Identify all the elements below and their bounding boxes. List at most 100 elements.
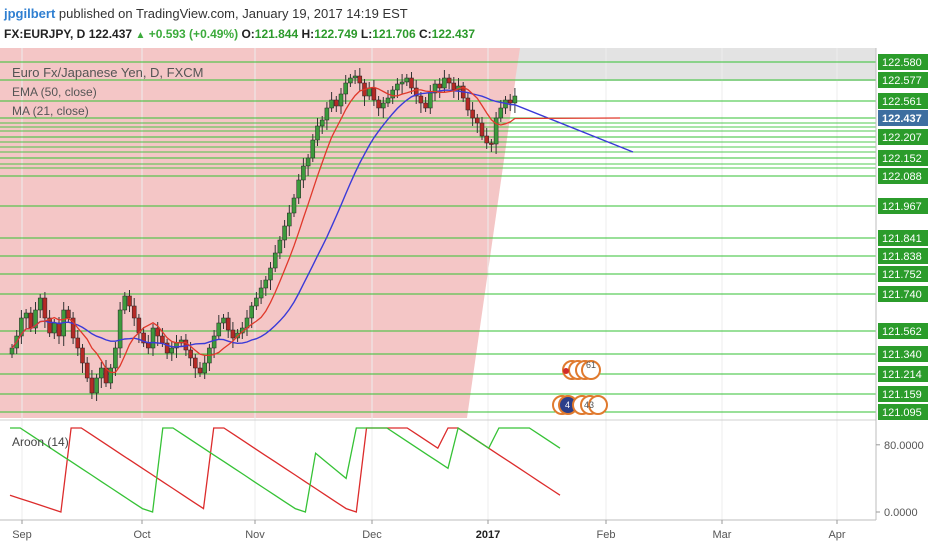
candle[interactable] xyxy=(479,117,485,140)
price-axis-label[interactable]: 121.095 xyxy=(878,404,928,420)
price-axis-label[interactable]: 121.340 xyxy=(878,346,928,362)
flag-event-icon[interactable]: 4 43 xyxy=(552,395,608,415)
author-link[interactable]: jpgilbert xyxy=(4,6,56,21)
candle[interactable] xyxy=(216,315,222,340)
candle[interactable] xyxy=(310,134,316,162)
candle[interactable] xyxy=(352,70,358,84)
candle[interactable] xyxy=(432,80,438,101)
symbol-name[interactable]: FX:EURJPY, D xyxy=(4,27,86,41)
candle[interactable] xyxy=(221,314,226,329)
candle[interactable] xyxy=(42,292,48,328)
candle[interactable] xyxy=(442,70,447,92)
candle[interactable] xyxy=(475,114,480,133)
candle[interactable] xyxy=(197,362,203,377)
candle[interactable] xyxy=(489,139,494,152)
candle[interactable] xyxy=(329,92,334,112)
candle[interactable] xyxy=(150,324,156,356)
candle[interactable] xyxy=(470,102,475,126)
candle[interactable] xyxy=(23,309,29,328)
candle[interactable] xyxy=(465,92,471,116)
price-axis-label[interactable]: 122.580 xyxy=(878,54,928,70)
price-axis-label[interactable]: 122.088 xyxy=(878,168,928,184)
price-axis-label[interactable]: 121.967 xyxy=(878,198,928,214)
price-axis-label[interactable]: 122.207 xyxy=(878,129,928,145)
candle[interactable] xyxy=(70,312,76,344)
candle[interactable] xyxy=(423,97,428,112)
candle[interactable] xyxy=(282,220,287,248)
candle[interactable] xyxy=(19,310,24,344)
dividend-event-icon[interactable]: 61 xyxy=(562,360,601,380)
candle[interactable] xyxy=(131,298,137,326)
candle[interactable] xyxy=(315,118,320,146)
ema-legend[interactable]: EMA (50, close) xyxy=(12,85,97,99)
candle[interactable] xyxy=(418,92,424,113)
candle[interactable] xyxy=(230,322,236,348)
candle[interactable] xyxy=(75,330,81,356)
aroon-up-line[interactable] xyxy=(10,426,561,513)
candle[interactable] xyxy=(507,94,513,111)
candle[interactable] xyxy=(211,330,217,358)
candle[interactable] xyxy=(371,80,377,106)
candle[interactable] xyxy=(122,292,128,314)
candle[interactable] xyxy=(404,74,410,86)
candle[interactable] xyxy=(451,77,457,98)
candle[interactable] xyxy=(512,88,518,113)
candle[interactable] xyxy=(399,74,405,94)
price-axis-label[interactable]: 121.740 xyxy=(878,286,928,302)
candle[interactable] xyxy=(493,112,499,154)
candle[interactable] xyxy=(141,327,146,347)
price-axis-label[interactable]: 122.577 xyxy=(878,72,928,88)
candle[interactable] xyxy=(446,74,452,89)
candle[interactable] xyxy=(94,374,99,401)
candle[interactable] xyxy=(193,354,198,378)
price-axis-label[interactable]: 121.838 xyxy=(878,248,928,264)
candle[interactable] xyxy=(225,312,231,338)
candle[interactable] xyxy=(301,158,306,188)
candle[interactable] xyxy=(272,245,278,272)
price-axis-label[interactable]: 121.752 xyxy=(878,266,928,282)
candle[interactable] xyxy=(89,370,95,399)
candle[interactable] xyxy=(80,344,85,373)
candle[interactable] xyxy=(305,154,311,176)
candle[interactable] xyxy=(338,88,344,114)
candle[interactable] xyxy=(334,96,339,112)
candle[interactable] xyxy=(37,294,43,318)
price-axis-label[interactable]: 122.152 xyxy=(878,150,928,166)
candle[interactable] xyxy=(277,236,283,259)
price-axis-label[interactable]: 121.159 xyxy=(878,386,928,402)
candle[interactable] xyxy=(376,96,381,116)
candle[interactable] xyxy=(263,276,269,296)
candle[interactable] xyxy=(296,174,301,204)
candle[interactable] xyxy=(291,194,297,217)
candle[interactable] xyxy=(127,290,132,312)
candle[interactable] xyxy=(47,310,52,337)
candle[interactable] xyxy=(319,116,325,134)
instrument-legend[interactable]: Euro Fx/Japanese Yen, D, FXCM xyxy=(12,65,203,80)
candle[interactable] xyxy=(113,342,118,376)
candle[interactable] xyxy=(99,362,104,388)
ma-line[interactable] xyxy=(11,86,621,374)
price-axis-label[interactable]: 121.562 xyxy=(878,323,928,339)
candle[interactable] xyxy=(357,68,363,91)
candle[interactable] xyxy=(287,205,292,236)
candle[interactable] xyxy=(202,355,207,379)
candle[interactable] xyxy=(381,97,386,118)
candle[interactable] xyxy=(484,128,489,149)
candle[interactable] xyxy=(324,102,330,130)
candle[interactable] xyxy=(84,357,90,382)
candle[interactable] xyxy=(117,302,123,358)
candle[interactable] xyxy=(437,78,442,98)
ma-legend[interactable]: MA (21, close) xyxy=(12,104,89,118)
candle[interactable] xyxy=(395,78,400,98)
candle[interactable] xyxy=(258,280,264,304)
candle[interactable] xyxy=(409,72,414,94)
candle[interactable] xyxy=(390,86,395,104)
candle[interactable] xyxy=(498,100,504,122)
price-axis-label[interactable]: 121.214 xyxy=(878,366,928,382)
candle[interactable] xyxy=(254,292,259,310)
candle[interactable] xyxy=(385,90,391,107)
aroon-legend[interactable]: Aroon (14) xyxy=(12,435,69,449)
candle[interactable] xyxy=(413,80,419,104)
candle[interactable] xyxy=(268,262,273,290)
candle[interactable] xyxy=(33,302,38,334)
